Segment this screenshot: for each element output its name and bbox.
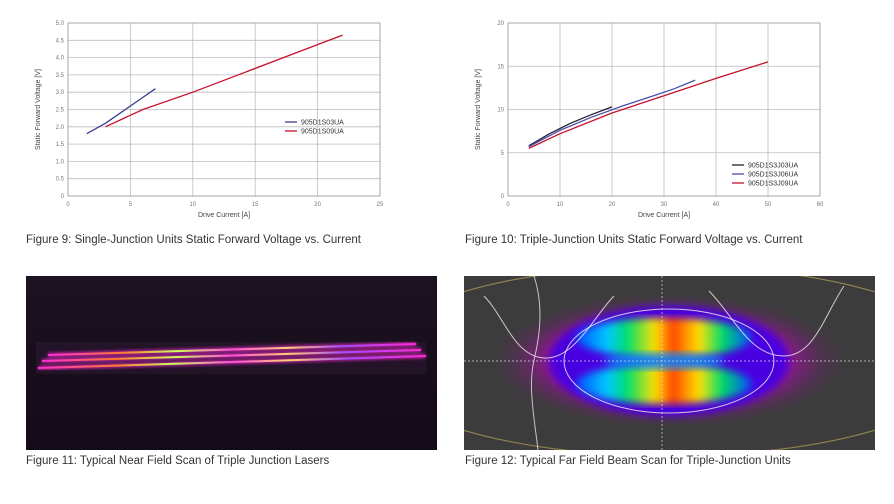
legend-label: 905D1S09UA [301, 129, 344, 136]
series-line-905d1s03ua [86, 88, 156, 135]
y-axis-label: Static Forward Voltage [V] [35, 69, 42, 150]
figure-10-caption: Figure 10: Triple-Junction Units Static … [465, 234, 803, 246]
x-tick-label: 15 [252, 202, 259, 208]
y-tick-label: 0.5 [56, 177, 65, 183]
plot-frame [507, 22, 821, 197]
y-tick-label: 0 [501, 194, 505, 200]
x-tick-label: 10 [189, 202, 196, 208]
x-tick-label: 10 [557, 202, 564, 208]
triple-junction-voltage-chart: 0 5 10 15 20 0 10 20 30 40 50 60 Drive Current [A] St… [475, 21, 824, 219]
figure-12-caption: Figure 12: Typical Far Field Beam Scan f… [465, 455, 791, 467]
y-tick-label: 2.5 [56, 108, 65, 114]
x-axis-label: Drive Current [A] [638, 212, 690, 219]
y-tick-label: 5 [501, 151, 505, 157]
x-tick-label: 25 [377, 202, 384, 208]
y-tick-label: 3.0 [56, 90, 65, 96]
figure-10-chart: 0 5 10 15 20 0 10 20 30 40 50 60 Drive Current [A] St… [470, 15, 830, 230]
x-tick-label: 60 [817, 202, 824, 208]
series-line-905d1s3j09ua [528, 61, 769, 149]
x-tick-label: 50 [765, 202, 772, 208]
y-tick-label: 2.0 [56, 125, 65, 131]
y-tick-label: 4.0 [56, 56, 65, 62]
y-tick-label: 15 [497, 64, 504, 70]
x-axis-label: Drive Current [A] [198, 212, 250, 219]
y-tick-label: 0 [61, 194, 65, 200]
legend-label: 905D1S3J03UA [748, 163, 799, 170]
y-tick-label: 10 [497, 108, 504, 114]
near-field-scan-graphic [36, 342, 427, 374]
series-line-905d1s09ua [105, 34, 343, 128]
figure-9-caption: Figure 9: Single-Junction Units Static F… [26, 234, 361, 246]
x-tick-label: 20 [314, 202, 321, 208]
y-tick-label: 5.0 [56, 21, 65, 27]
y-tick-label: 3.5 [56, 73, 65, 79]
legend-label: 905D1S3J06UA [748, 172, 799, 179]
far-field-scan-image [464, 276, 875, 450]
y-tick-label: 1.0 [56, 159, 65, 165]
x-tick-label: 0 [66, 202, 70, 208]
series-line-905d1s3j06ua [528, 79, 696, 148]
x-tick-label: 20 [609, 202, 616, 208]
legend-label: 905D1S03UA [301, 120, 344, 127]
figure-11-caption: Figure 11: Typical Near Field Scan of Tr… [26, 455, 330, 467]
near-field-scan-image [26, 276, 437, 450]
y-tick-label: 20 [497, 21, 504, 27]
x-tick-label: 30 [661, 202, 668, 208]
figure-9-chart: 0 0.5 1.0 1.5 2.0 2.5 3.0 3.5 4.0 4.5 5.0 0 5 10 15 20 2… [30, 15, 390, 230]
far-field-scan-graphic [464, 276, 875, 450]
plot-frame [67, 22, 381, 197]
y-axis-label: Static Forward Voltage [V] [475, 69, 482, 150]
legend-label: 905D1S3J09UA [748, 181, 799, 188]
x-tick-label: 5 [129, 202, 133, 208]
single-junction-voltage-chart: 0 0.5 1.0 1.5 2.0 2.5 3.0 3.5 4.0 4.5 5.0 0 5 10 15 20 2… [35, 21, 384, 219]
y-tick-label: 4.5 [56, 38, 65, 44]
y-tick-label: 1.5 [56, 142, 65, 148]
x-tick-label: 40 [713, 202, 720, 208]
series-line-905d1s3j03ua [528, 106, 613, 147]
x-tick-label: 0 [506, 202, 510, 208]
